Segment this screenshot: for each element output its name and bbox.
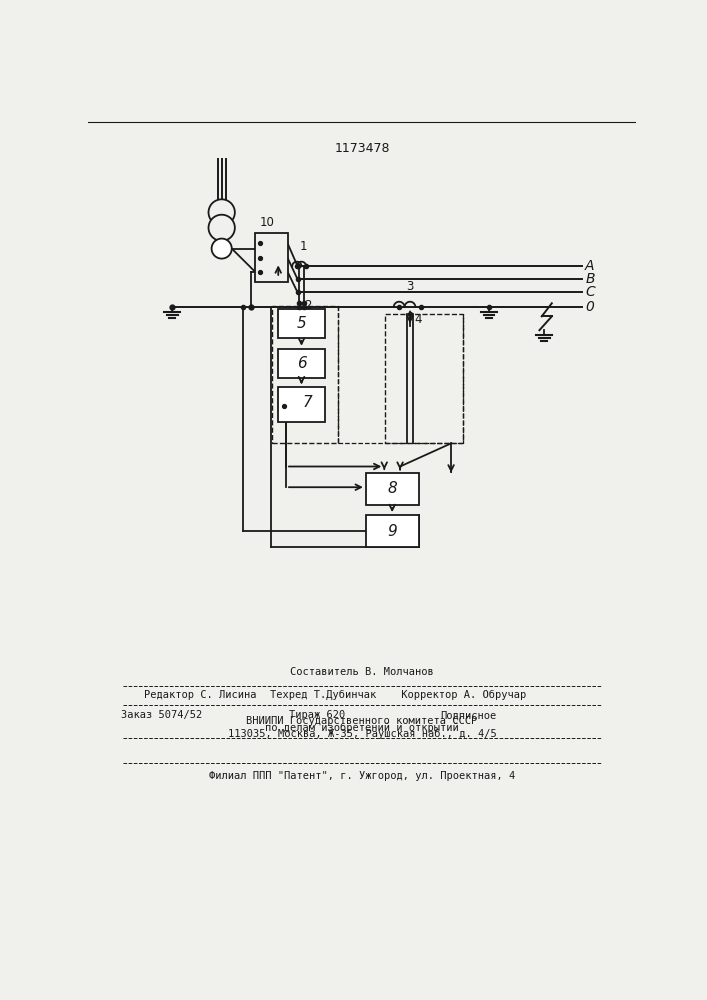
Bar — [366, 515, 419, 547]
Text: Составитель В. Молчанов: Составитель В. Молчанов — [290, 667, 434, 677]
Text: Подписное: Подписное — [440, 710, 496, 720]
Bar — [279, 309, 325, 338]
Text: 8: 8 — [387, 481, 397, 496]
Text: Редактор С. Лисина: Редактор С. Лисина — [144, 690, 257, 700]
Text: 4: 4 — [414, 313, 421, 326]
Text: 9: 9 — [387, 524, 397, 539]
Bar — [279, 387, 325, 422]
Bar — [366, 473, 419, 505]
Text: А: А — [585, 259, 595, 273]
Text: 1173478: 1173478 — [334, 142, 390, 155]
Text: Филиал ППП "Патент", г. Ужгород, ул. Проектная, 4: Филиал ППП "Патент", г. Ужгород, ул. Про… — [209, 771, 515, 781]
Text: 3: 3 — [407, 280, 414, 293]
Text: по делам изобретений и открытий: по делам изобретений и открытий — [265, 722, 459, 733]
Bar — [385, 314, 462, 443]
Text: 10: 10 — [260, 216, 275, 229]
Text: 113035, Москва, Ж-35, Раушская наб., д. 4/5: 113035, Москва, Ж-35, Раушская наб., д. … — [228, 729, 496, 739]
Text: 1: 1 — [300, 240, 308, 253]
Bar — [279, 349, 325, 378]
Bar — [255, 233, 288, 282]
Circle shape — [211, 239, 232, 259]
Text: 2: 2 — [304, 299, 311, 312]
Text: В: В — [585, 272, 595, 286]
Text: Техред Т.Дубинчак    Корректор А. Обручар: Техред Т.Дубинчак Корректор А. Обручар — [270, 690, 527, 700]
Bar — [272, 306, 338, 443]
Text: 0: 0 — [585, 300, 594, 314]
Text: Тираж 620: Тираж 620 — [289, 710, 345, 720]
Text: Заказ 5074/52: Заказ 5074/52 — [122, 710, 203, 720]
Text: 6: 6 — [297, 356, 306, 371]
Text: ВНИИПИ Государственного комитета СССР: ВНИИПИ Государственного комитета СССР — [246, 716, 477, 726]
Text: С: С — [585, 285, 595, 299]
Circle shape — [209, 215, 235, 241]
Text: 7: 7 — [303, 395, 312, 410]
Text: 5: 5 — [297, 316, 306, 331]
